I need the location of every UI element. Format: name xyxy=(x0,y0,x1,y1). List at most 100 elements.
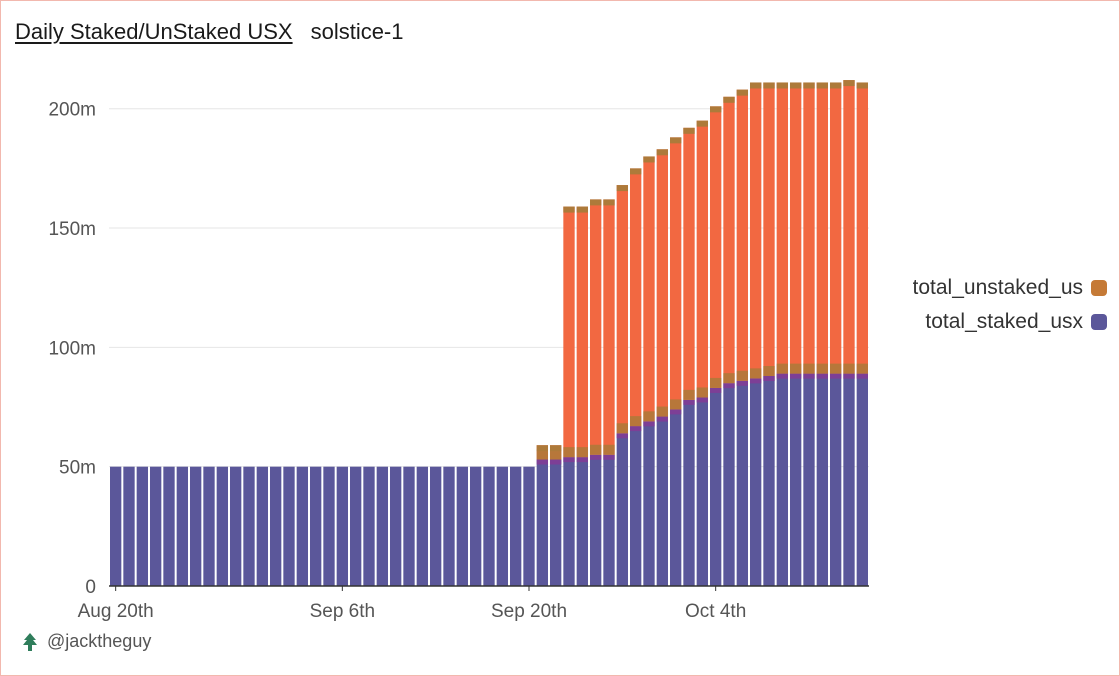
chart-header: Daily Staked/UnStaked USX solstice-1 xyxy=(15,19,404,45)
bar-staked-overlap xyxy=(830,373,842,379)
bar-unstaked-base xyxy=(736,370,748,381)
bar-staked xyxy=(430,466,442,586)
bar-staked xyxy=(830,373,842,586)
bar-unstaked-base xyxy=(576,447,588,458)
bar-unstaked-base xyxy=(723,373,735,384)
bar-staked xyxy=(456,466,468,586)
chart-title[interactable]: Daily Staked/UnStaked USX xyxy=(15,19,293,44)
bar-staked xyxy=(643,421,655,586)
bar-staked xyxy=(256,466,268,586)
bar-unstaked xyxy=(816,82,828,374)
bar-staked xyxy=(470,466,482,586)
x-tick-label: Sep 20th xyxy=(491,601,567,622)
bar-staked xyxy=(603,454,615,586)
legend-label-staked: total_staked_usx xyxy=(925,310,1083,333)
bar-unstaked-cap xyxy=(843,80,855,87)
bar-staked xyxy=(736,380,748,586)
bar-staked xyxy=(190,466,202,586)
bar-staked xyxy=(336,466,348,586)
bar-unstaked xyxy=(736,89,748,381)
bar-unstaked-base xyxy=(696,387,708,398)
bar-unstaked xyxy=(656,149,668,417)
bar-unstaked-cap xyxy=(776,82,788,89)
bar-unstaked xyxy=(856,82,868,374)
bar-unstaked-cap xyxy=(816,82,828,89)
bar-staked xyxy=(776,373,788,586)
bar-unstaked xyxy=(563,206,575,458)
bar-unstaked-base xyxy=(830,363,842,374)
bar-staked xyxy=(790,373,802,586)
bar-staked xyxy=(136,466,148,586)
bar-unstaked-base xyxy=(550,449,562,460)
y-tick-label: 150m xyxy=(48,219,96,240)
bar-staked xyxy=(163,466,175,586)
bar-unstaked-base xyxy=(656,406,668,417)
bar-unstaked xyxy=(576,206,588,458)
bar-staked xyxy=(270,466,282,586)
y-tick-label: 0 xyxy=(85,577,96,598)
bar-unstaked-base xyxy=(763,366,775,376)
bar-unstaked-base xyxy=(670,399,682,410)
bar-unstaked-cap xyxy=(563,206,575,213)
bar-staked xyxy=(523,466,535,586)
bar-staked xyxy=(483,466,495,586)
bar-unstaked-cap xyxy=(643,156,655,163)
bar-unstaked xyxy=(843,80,855,374)
bar-staked xyxy=(203,466,215,586)
bar-staked xyxy=(310,466,322,586)
legend-swatch-staked xyxy=(1091,314,1107,330)
x-tick-label: Sep 6th xyxy=(310,601,376,622)
bar-staked xyxy=(230,466,242,586)
bar-staked xyxy=(803,373,815,586)
bar-unstaked-cap xyxy=(750,82,762,89)
watermark-handle[interactable]: @jacktheguy xyxy=(47,631,152,651)
bar-staked xyxy=(710,387,722,586)
bar-staked xyxy=(216,466,228,586)
bar-unstaked-base xyxy=(630,416,642,427)
bar-staked xyxy=(563,457,575,586)
bar-unstaked-cap xyxy=(550,445,562,452)
bar-unstaked-base xyxy=(750,368,762,379)
bar-staked-overlap xyxy=(643,421,655,427)
bar-unstaked-cap xyxy=(603,199,615,206)
bar-unstaked-base xyxy=(536,449,548,460)
bar-staked xyxy=(283,466,295,586)
bar-staked-overlap xyxy=(616,433,628,439)
bar-staked-overlap xyxy=(763,376,775,381)
bar-staked-overlap xyxy=(656,416,668,422)
bar-unstaked xyxy=(790,82,802,374)
y-tick-label: 100m xyxy=(48,338,96,359)
bar-unstaked-cap xyxy=(576,206,588,213)
bar-staked xyxy=(723,383,735,586)
legend-item-unstaked[interactable]: total_unstaked_us xyxy=(881,271,1107,305)
bar-unstaked xyxy=(710,106,722,388)
bar-staked-overlap xyxy=(550,459,562,465)
bar-staked-overlap xyxy=(776,373,788,379)
bar-unstaked-base xyxy=(683,389,695,400)
bar-unstaked-cap xyxy=(670,137,682,144)
bar-staked-overlap xyxy=(790,373,802,379)
y-tick-label: 50m xyxy=(59,458,96,479)
bar-staked xyxy=(390,466,402,586)
bar-unstaked-base xyxy=(776,363,788,374)
bar-staked-overlap xyxy=(590,454,602,460)
legend-item-staked[interactable]: total_staked_usx xyxy=(881,305,1107,339)
bar-staked xyxy=(510,466,522,586)
y-tick-label: 200m xyxy=(48,100,96,121)
bar-unstaked-cap xyxy=(536,445,548,452)
x-tick-label: Aug 20th xyxy=(78,601,154,622)
bar-unstaked xyxy=(830,82,842,374)
bar-staked xyxy=(670,409,682,586)
bar-unstaked-cap xyxy=(736,89,748,96)
bar-unstaked-cap xyxy=(696,120,708,127)
bar-staked-overlap xyxy=(563,457,575,463)
bar-unstaked xyxy=(643,156,655,422)
bar-unstaked xyxy=(603,199,615,455)
bar-unstaked-cap xyxy=(763,82,775,89)
bar-staked-overlap xyxy=(683,399,695,405)
bar-staked xyxy=(376,466,388,586)
bar-staked xyxy=(443,466,455,586)
bar-staked xyxy=(296,466,308,586)
